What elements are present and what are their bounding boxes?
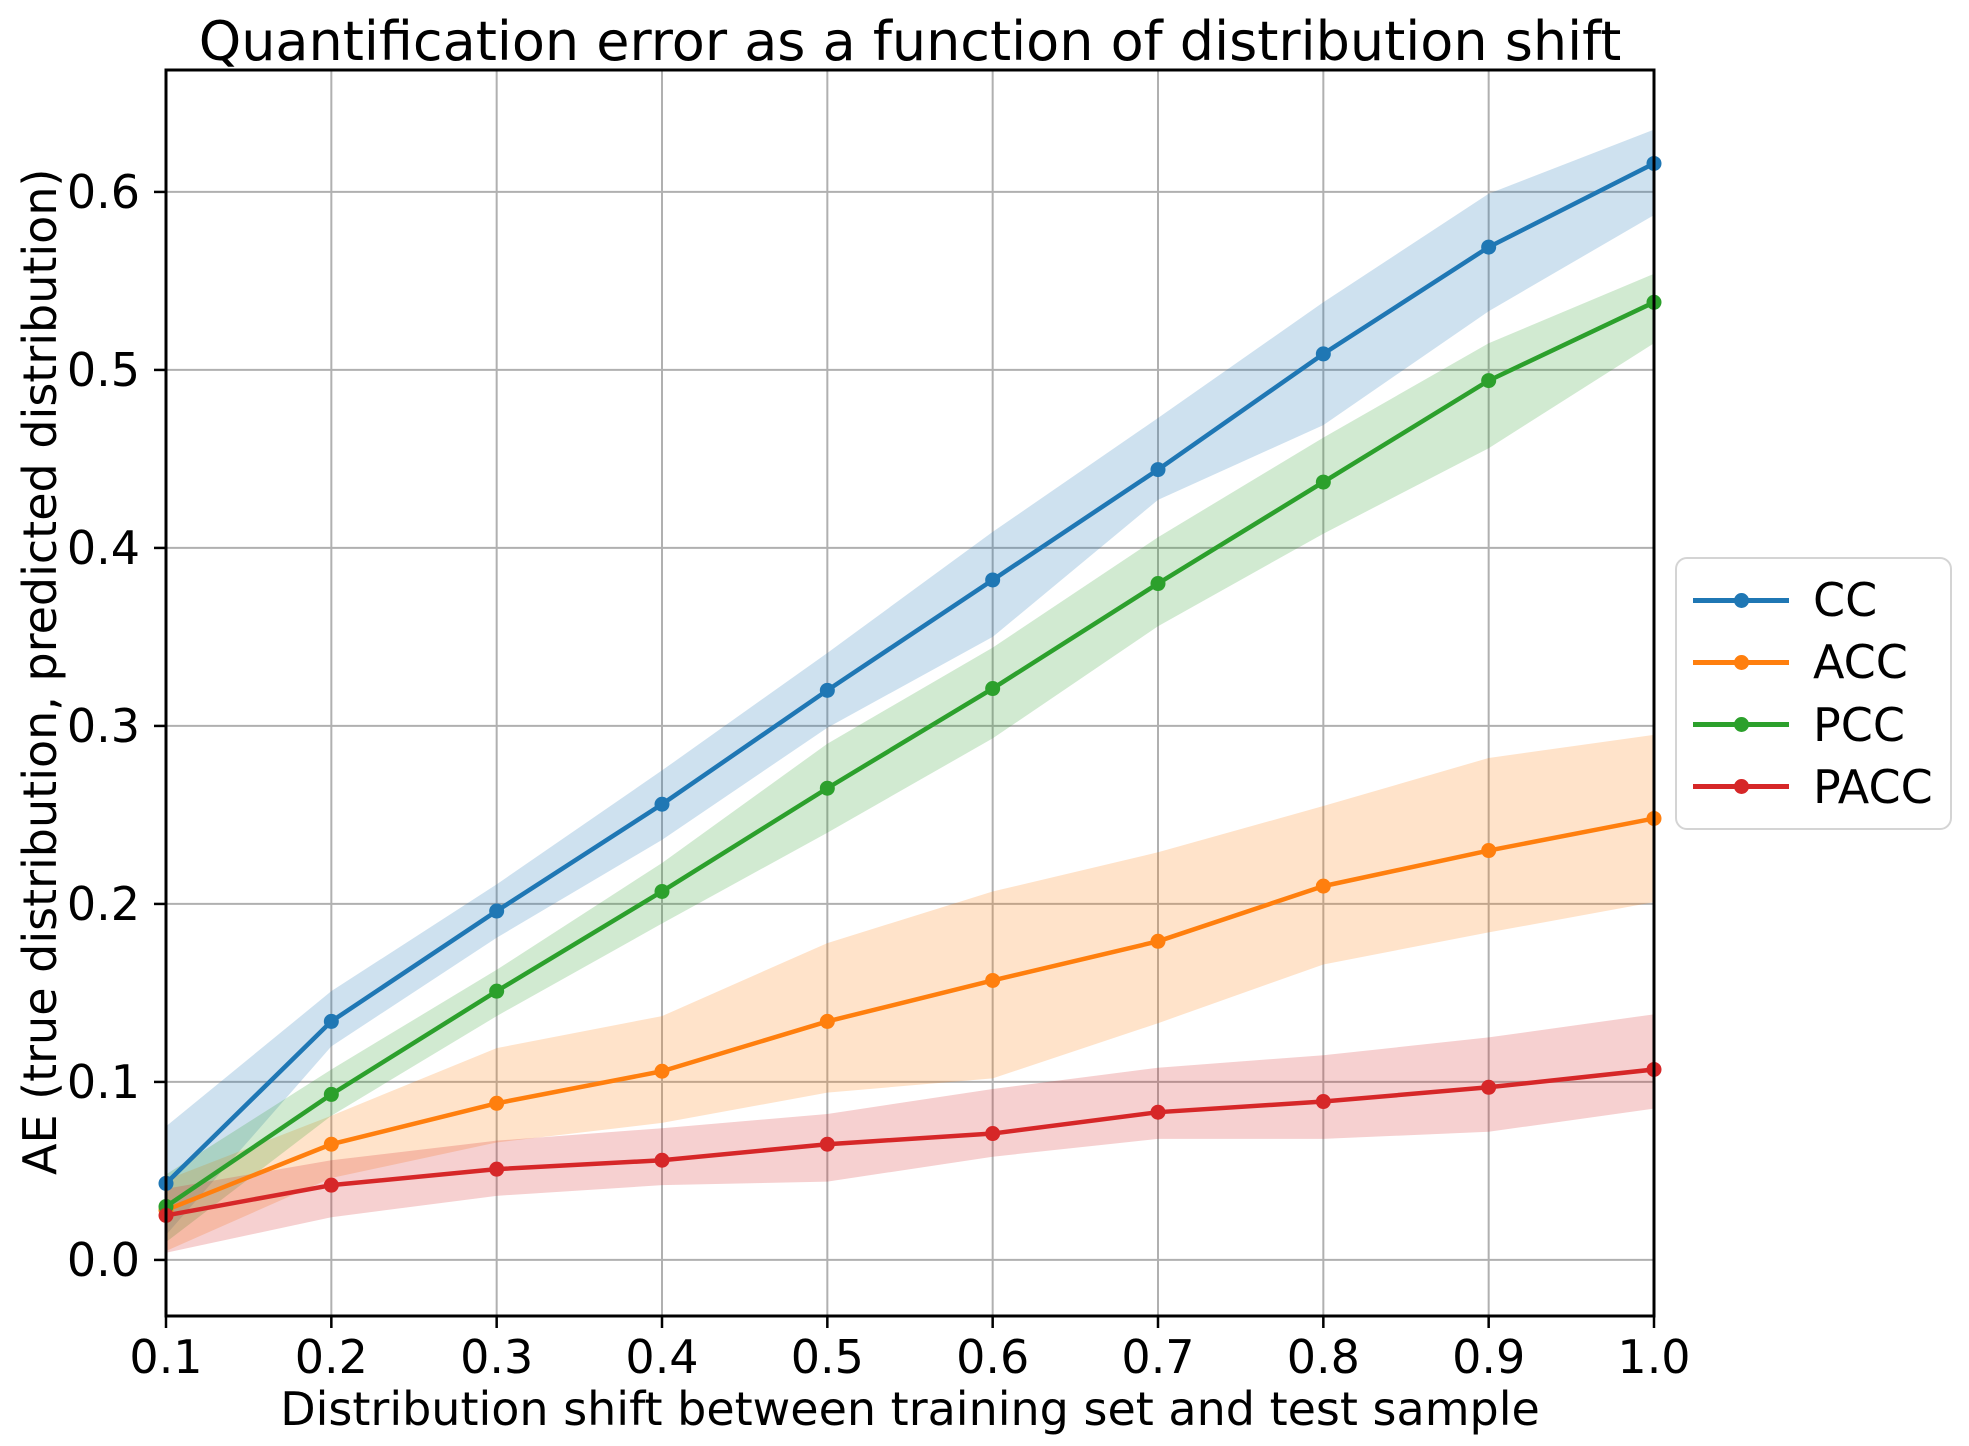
tick-marks — [154, 190, 1656, 1328]
legend-item: PCC — [1693, 702, 1950, 748]
data-point-cc — [985, 572, 1001, 588]
legend-label: PACC — [1813, 759, 1933, 814]
data-point-pcc — [819, 780, 835, 796]
x-axis-label: Distribution shift between training set … — [280, 1382, 1540, 1436]
data-point-pcc — [1481, 373, 1497, 389]
data-point-cc — [489, 903, 505, 919]
data-point-pacc — [489, 1161, 505, 1177]
data-point-pcc — [985, 681, 1001, 697]
legend-line-marker-icon — [1693, 779, 1789, 795]
legend-item: PACC — [1693, 764, 1950, 810]
legend: CC ACC PCC PACC — [1675, 557, 1952, 830]
series-band-pcc — [166, 273, 1654, 1243]
data-point-pacc — [323, 1177, 339, 1193]
y-tick-label: 0.1 — [67, 1055, 140, 1109]
y-tick-label: 0.6 — [67, 165, 140, 219]
confidence-bands — [166, 129, 1654, 1253]
x-tick-label: 1.0 — [1617, 1330, 1690, 1384]
data-point-cc — [1150, 462, 1166, 478]
x-tick-label: 0.2 — [295, 1330, 368, 1384]
series-band-pacc — [166, 1014, 1654, 1253]
data-point-acc — [323, 1136, 339, 1152]
data-point-pacc — [985, 1126, 1001, 1142]
legend-label: CC — [1813, 573, 1878, 628]
y-tick-label: 0.5 — [67, 343, 140, 397]
x-tick-label: 0.1 — [129, 1330, 202, 1384]
y-tick-label: 0.4 — [67, 521, 140, 575]
series-line-cc — [164, 161, 1656, 1185]
series-band-cc — [166, 129, 1654, 1236]
legend-item: ACC — [1693, 639, 1950, 685]
data-point-pcc — [1150, 576, 1166, 592]
x-tick-label: 0.3 — [460, 1330, 533, 1384]
legend-line-marker-icon — [1693, 717, 1789, 733]
y-tick-label: 0.2 — [67, 877, 140, 931]
legend-item: CC — [1693, 577, 1950, 623]
data-point-acc — [1315, 878, 1331, 894]
data-point-acc — [819, 1013, 835, 1029]
tick-labels: 0.1 0.2 0.3 0.4 0.5 0.6 0.7 0.8 0.9 1.0 0.0 0.1 0.2 0… — [67, 165, 1691, 1384]
legend-label: ACC — [1813, 635, 1908, 690]
legend-line-marker-icon — [1693, 654, 1789, 670]
data-point-pacc — [1150, 1104, 1166, 1120]
series-lines — [158, 155, 1662, 1223]
x-tick-label: 0.4 — [625, 1330, 698, 1384]
data-point-acc — [985, 972, 1001, 988]
x-tick-label: 0.5 — [791, 1330, 864, 1384]
data-point-cc — [1315, 346, 1331, 362]
data-point-pacc — [654, 1152, 670, 1168]
chart-title: Quantification error as a function of di… — [198, 10, 1622, 73]
data-point-pacc — [1481, 1079, 1497, 1095]
x-tick-label: 0.7 — [1121, 1330, 1194, 1384]
data-point-cc — [323, 1013, 339, 1029]
data-point-pacc — [1315, 1094, 1331, 1110]
data-point-cc — [654, 796, 670, 812]
series-line-acc — [165, 816, 1655, 1213]
data-point-pcc — [489, 983, 505, 999]
plot-border — [164, 68, 1656, 1318]
data-point-cc — [819, 682, 835, 698]
x-tick-label: 0.9 — [1452, 1330, 1525, 1384]
data-point-acc — [1150, 933, 1166, 949]
data-point-acc — [1481, 843, 1497, 859]
axes-frame — [164, 68, 1656, 1318]
data-point-pacc — [819, 1136, 835, 1152]
data-point-pcc — [323, 1086, 339, 1102]
data-point-cc — [1481, 239, 1497, 255]
data-point-pcc — [1315, 474, 1331, 490]
data-point-acc — [654, 1063, 670, 1079]
x-tick-label: 0.6 — [956, 1330, 1029, 1384]
series-line-pcc — [164, 300, 1655, 1209]
x-tick-label: 0.8 — [1287, 1330, 1360, 1384]
y-tick-label: 0.3 — [67, 699, 140, 753]
y-axis-label: AE (true distribution, predicted distrib… — [13, 168, 67, 1175]
series-band-acc — [166, 734, 1654, 1252]
legend-line-marker-icon — [1693, 592, 1789, 608]
series-line-pacc — [165, 1067, 1655, 1218]
data-point-acc — [489, 1095, 505, 1111]
data-point-pcc — [654, 883, 670, 899]
y-tick-label: 0.0 — [67, 1233, 140, 1287]
legend-label: PCC — [1813, 697, 1905, 752]
